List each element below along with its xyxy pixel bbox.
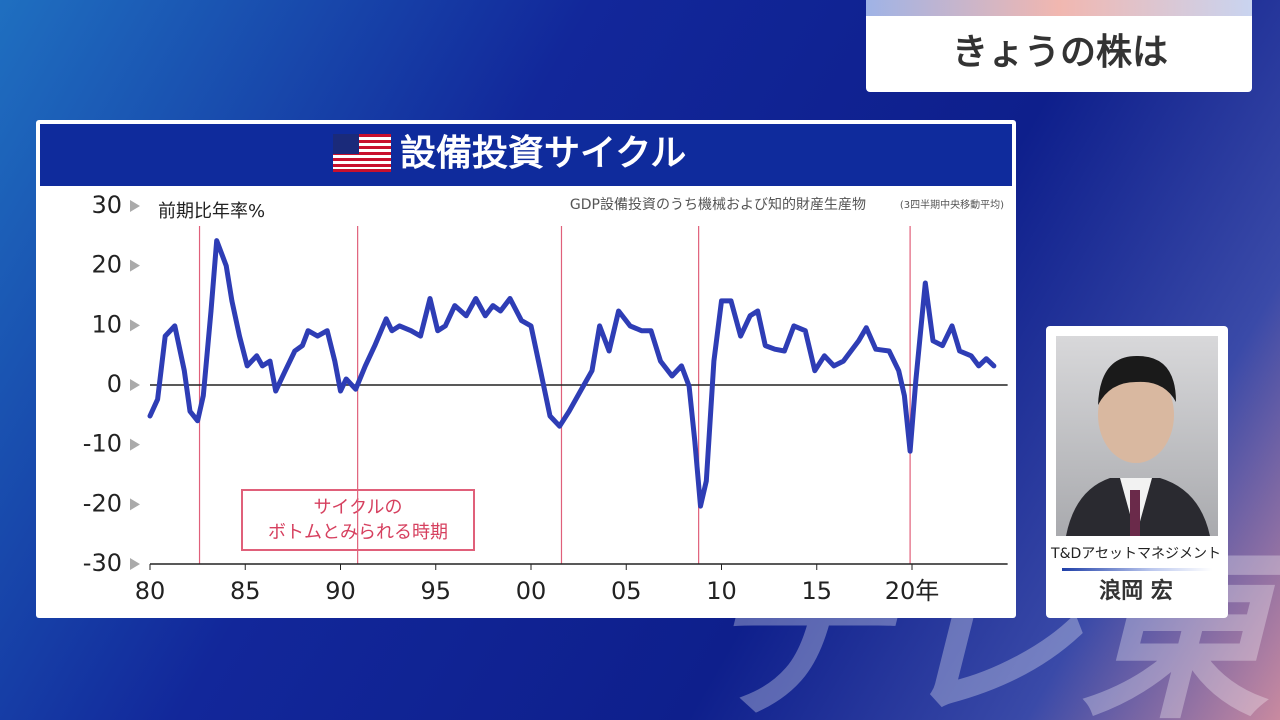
x-tick-label: 80 [135, 577, 166, 605]
x-tick-label: 20年 [885, 577, 940, 605]
guest-company: T&Dアセットマネジメント [1050, 546, 1221, 562]
y-tick-label: -30 [83, 549, 122, 577]
y-axis-label: 前期比年率% [158, 201, 265, 222]
y-tick-label: 10 [91, 310, 122, 338]
x-tick-label: 00 [516, 577, 547, 605]
program-title: きょうの株は [952, 32, 1168, 73]
chart-header [40, 124, 1012, 186]
program-box [866, 0, 1252, 92]
data-line [147, 238, 997, 509]
x-tick-label: 95 [420, 577, 451, 605]
y-tick-mark [130, 200, 140, 212]
y-tick-label: -10 [83, 430, 122, 458]
chart-title: 設備投資サイクル [400, 133, 686, 174]
y-tick-mark [130, 259, 140, 272]
y-tick-label: 20 [91, 251, 122, 279]
x-tick-label: 85 [230, 577, 261, 605]
y-tick-mark [130, 438, 140, 451]
y-tick-label: 0 [107, 370, 122, 398]
plot: 30 20 10 0 -10 -20 -30 80 85 90 95 00 05 10 15 20年 [83, 191, 1008, 605]
y-tick-mark [130, 558, 140, 570]
y-tick-mark [130, 319, 140, 332]
x-tick-label: 10 [706, 577, 737, 605]
y-tick-label: 30 [91, 191, 122, 219]
subtitle: GDP設備投資のうち機械および知的財産生産物 [570, 196, 866, 213]
y-tick-label: -20 [83, 489, 122, 517]
y-tick-mark [130, 498, 140, 511]
x-tick-label: 15 [801, 577, 832, 605]
x-tick-label: 05 [611, 577, 642, 605]
y-tick-mark [130, 379, 140, 391]
guest-silhouette [1066, 355, 1210, 536]
subtitle-note: (3四半期中央移動平均) [900, 198, 1004, 211]
guest-bar [1062, 568, 1212, 571]
guest-name: 浪岡 宏 [1099, 578, 1173, 604]
us-flag [333, 134, 391, 172]
program-strip [866, 0, 1252, 16]
x-tick-label: 90 [325, 577, 356, 605]
